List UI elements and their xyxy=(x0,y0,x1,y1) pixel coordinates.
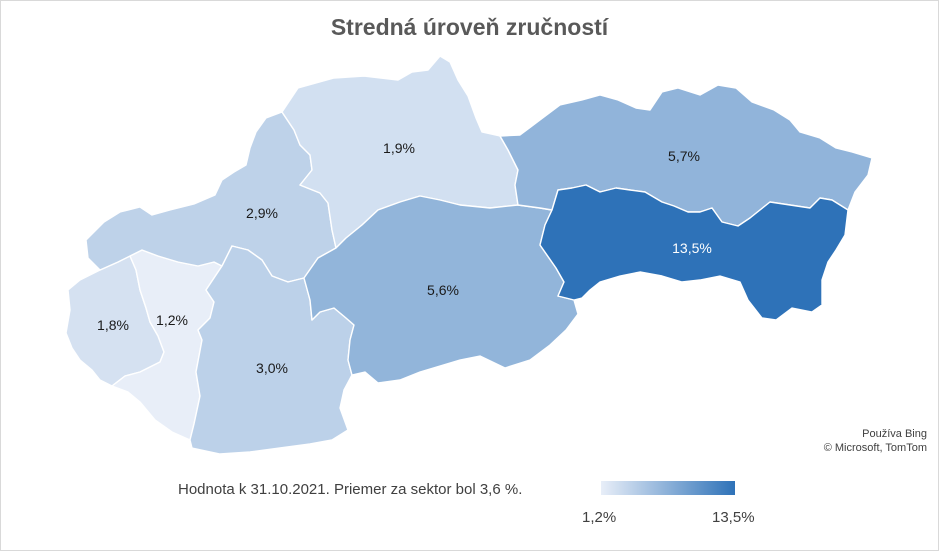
region-label-nitra: 3,0% xyxy=(256,360,288,376)
region-nitra[interactable] xyxy=(189,245,355,455)
region-label-kosice: 13,5% xyxy=(672,240,712,256)
region-label-zilina: 1,9% xyxy=(383,140,415,156)
map-attribution: Používa Bing © Microsoft, TomTom xyxy=(824,427,927,455)
region-labels: 1,8% 1,2% 2,9% 3,0% 1,9% 5,6% 5,7% 13,5% xyxy=(97,140,712,376)
region-label-presov: 5,7% xyxy=(668,148,700,164)
footnote: Hodnota k 31.10.2021. Priemer za sektor … xyxy=(178,481,523,498)
region-label-trnava: 1,2% xyxy=(156,312,188,328)
attribution-bing: Používa Bing xyxy=(862,428,927,440)
legend-max-label: 13,5% xyxy=(712,509,755,526)
chart-title: Stredná úroveň zručností xyxy=(330,14,609,40)
attribution-copyright: © Microsoft, TomTom xyxy=(823,442,927,454)
region-kosice[interactable] xyxy=(539,184,849,321)
region-label-banska-bystrica: 5,6% xyxy=(427,282,459,298)
legend-color-scale xyxy=(601,481,735,495)
legend-min-label: 1,2% xyxy=(582,509,617,526)
region-label-bratislava: 1,8% xyxy=(97,317,129,333)
region-banska-bystrica[interactable] xyxy=(303,195,579,384)
region-label-trencin: 2,9% xyxy=(246,205,278,221)
